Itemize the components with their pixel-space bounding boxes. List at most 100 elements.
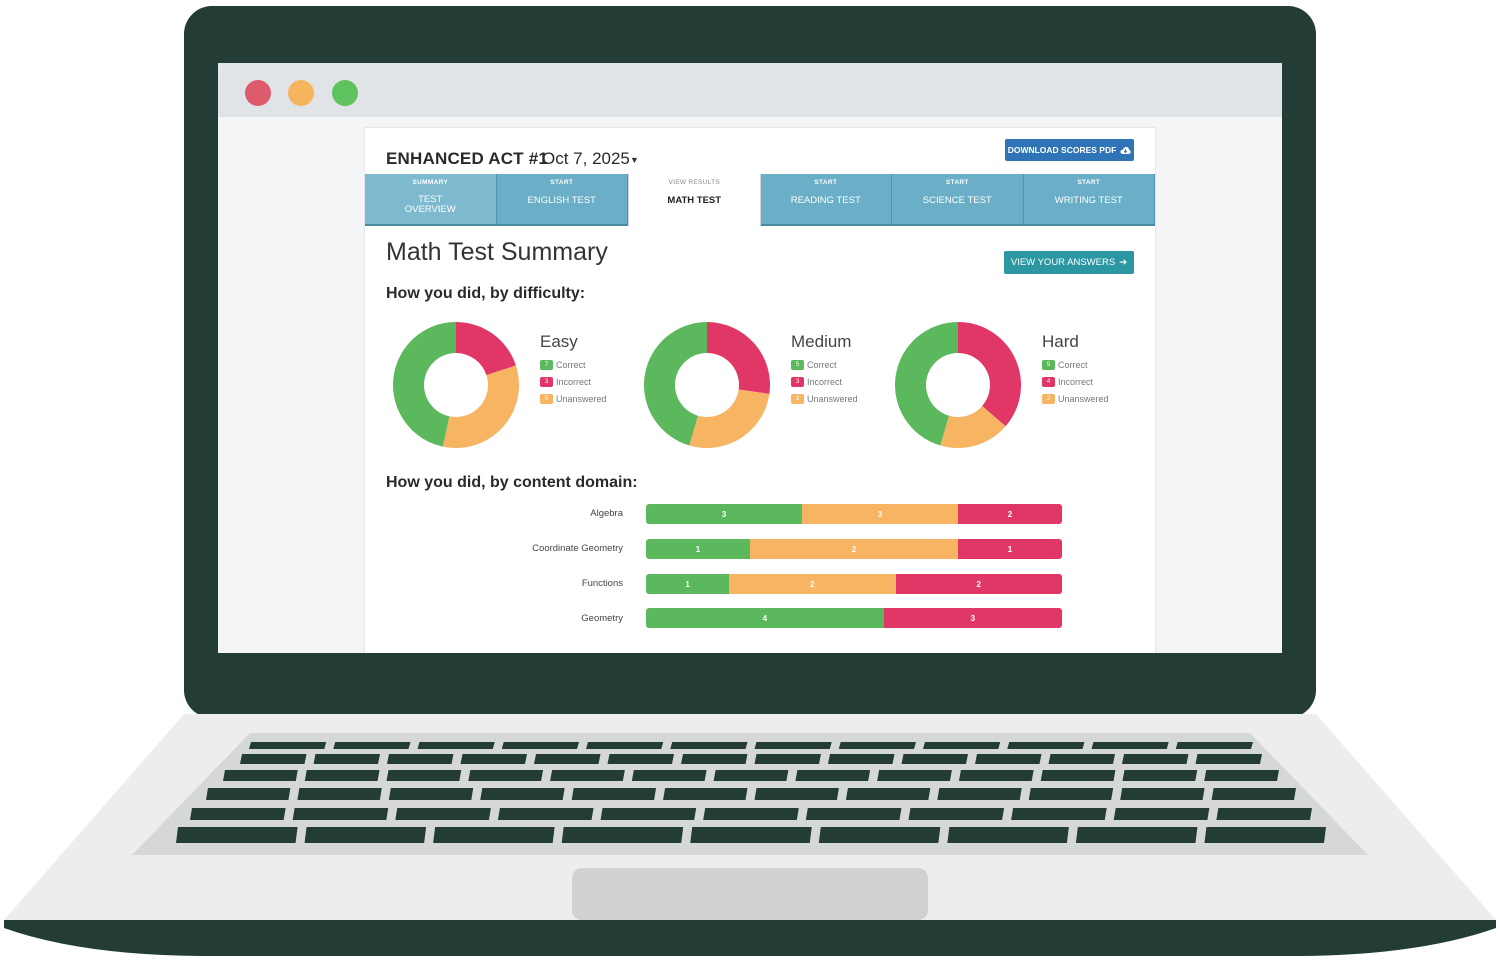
tab-status: START bbox=[814, 179, 838, 186]
donut-slice-correct bbox=[644, 322, 707, 446]
keyboard-key bbox=[1195, 754, 1262, 764]
keyboard-key bbox=[1091, 742, 1169, 749]
keyboard-key bbox=[333, 742, 411, 749]
keyboard-key bbox=[1216, 808, 1312, 820]
donut-slice-incorrect bbox=[456, 322, 516, 376]
domain-label-coordinate-geometry: Coordinate Geometry bbox=[532, 543, 623, 554]
donut-slice-incorrect bbox=[707, 322, 770, 394]
keyboard-key bbox=[1007, 742, 1085, 749]
tab-label: SCIENCE TEST bbox=[922, 195, 992, 206]
test-name: ENHANCED ACT #1 bbox=[386, 149, 549, 168]
tab-label: ENGLISH TEST bbox=[527, 195, 596, 206]
keyboard-key bbox=[600, 808, 697, 820]
keyboard-key bbox=[388, 788, 474, 800]
medium-donut-chart bbox=[644, 322, 770, 448]
keyboard-key bbox=[1122, 770, 1198, 781]
keyboard-key bbox=[240, 754, 307, 764]
legend-incorrect: 3 Incorrect bbox=[540, 376, 591, 388]
keyboard-key bbox=[631, 770, 707, 781]
download-scores-button[interactable]: DOWNLOAD SCORES PDF bbox=[1005, 139, 1134, 161]
donut-slice-unanswered bbox=[940, 405, 1006, 448]
tab-status: SUMMARY bbox=[412, 179, 448, 186]
bar-segment-unanswered: 3 bbox=[802, 504, 958, 524]
view-answers-button[interactable]: VIEW YOUR ANSWERS ➔ bbox=[1004, 251, 1134, 274]
keyboard-key bbox=[1048, 754, 1115, 764]
keyboard-key bbox=[958, 770, 1034, 781]
legend-correct: 7 Correct bbox=[540, 359, 586, 371]
keyboard-key bbox=[901, 754, 968, 764]
keyboard-key bbox=[386, 770, 462, 781]
donut-slice-correct bbox=[393, 322, 456, 447]
legend-correct: 5 Correct bbox=[791, 359, 837, 371]
keyboard-key bbox=[395, 808, 491, 820]
tab-reading-test[interactable]: START READING TEST bbox=[760, 174, 892, 226]
bar-segment-incorrect: 1 bbox=[958, 539, 1062, 559]
legend-count: 5 bbox=[791, 360, 804, 370]
test-tabs: SUMMARY TEST OVERVIEW START ENGLISH TEST … bbox=[365, 174, 1155, 226]
keyboard-key bbox=[206, 788, 291, 800]
keyboard-key bbox=[460, 754, 527, 764]
donut-slice-unanswered bbox=[689, 389, 770, 448]
donut-slice-correct bbox=[895, 322, 958, 446]
tab-science-test[interactable]: START SCIENCE TEST bbox=[892, 174, 1024, 226]
tab-writing-test[interactable]: START WRITING TEST bbox=[1023, 174, 1155, 226]
bar-segment-correct: 4 bbox=[646, 608, 884, 628]
keyboard-key bbox=[703, 808, 799, 820]
difficulty-heading: How you did, by difficulty: bbox=[386, 285, 586, 302]
keyboard-key bbox=[754, 742, 832, 749]
donut-title-hard: Hard bbox=[1042, 332, 1079, 351]
keyboard-key bbox=[754, 754, 821, 764]
legend-unanswered: 5 Unanswered bbox=[540, 393, 607, 405]
keyboard-key bbox=[1113, 808, 1210, 820]
keyboard-key bbox=[534, 754, 601, 764]
keyboard-key bbox=[292, 808, 389, 820]
donut-slice-unanswered bbox=[442, 365, 519, 448]
easy-donut-chart bbox=[393, 322, 519, 448]
keyboard-key bbox=[877, 770, 952, 781]
tab-test-overview[interactable]: SUMMARY TEST OVERVIEW bbox=[365, 174, 497, 226]
tab-label: MATH TEST bbox=[667, 195, 722, 206]
domain-label-algebra: Algebra bbox=[590, 508, 623, 519]
keyboard-key bbox=[1204, 827, 1326, 843]
keyboard-key bbox=[1204, 770, 1279, 781]
tab-label: TEST OVERVIEW bbox=[404, 194, 456, 215]
legend-count: 7 bbox=[540, 360, 553, 370]
tab-status: START bbox=[1077, 179, 1101, 186]
keyboard-key bbox=[845, 788, 931, 800]
keyboard-key bbox=[923, 742, 1001, 749]
tab-english-test[interactable]: START ENGLISH TEST bbox=[496, 174, 628, 226]
bar-segment-incorrect: 2 bbox=[895, 574, 1062, 594]
content-domain-heading: How you did, by content domain: bbox=[386, 474, 638, 491]
keyboard-key bbox=[190, 808, 286, 820]
maximize-window-dot[interactable] bbox=[332, 80, 358, 106]
results-card: ENHANCED ACT #1 Oct 7, 2025 ▼ DOWNLOAD S… bbox=[364, 127, 1156, 653]
browser-titlebar bbox=[218, 63, 1282, 117]
donut-title-medium: Medium bbox=[791, 332, 852, 351]
tab-math-test[interactable]: VIEW RESULTS MATH TEST bbox=[628, 174, 761, 226]
bar-segment-incorrect: 3 bbox=[883, 608, 1062, 628]
legend-count: 3 bbox=[791, 377, 804, 387]
keyboard-key bbox=[690, 827, 812, 843]
cloud-download-icon bbox=[1120, 146, 1131, 154]
hard-donut-chart bbox=[895, 322, 1021, 448]
keyboard-key bbox=[607, 754, 674, 764]
legend-unanswered: 2 Unanswered bbox=[1042, 393, 1109, 405]
close-window-dot[interactable] bbox=[245, 80, 271, 106]
chevron-down-icon[interactable]: ▼ bbox=[630, 155, 639, 165]
minimize-window-dot[interactable] bbox=[288, 80, 314, 106]
test-date-selector[interactable]: Oct 7, 2025 bbox=[542, 149, 630, 168]
keyboard-key bbox=[975, 754, 1042, 764]
arrow-right-icon: ➔ bbox=[1119, 257, 1128, 268]
legend-count: 2 bbox=[1042, 394, 1055, 404]
domain-label-geometry: Geometry bbox=[581, 613, 623, 624]
screen: ENHANCED ACT #1 Oct 7, 2025 ▼ DOWNLOAD S… bbox=[218, 63, 1282, 653]
keyboard-key bbox=[468, 770, 544, 781]
legend-incorrect: 4 Incorrect bbox=[1042, 376, 1093, 388]
tab-status: START bbox=[550, 179, 574, 186]
keyboard-key bbox=[1122, 754, 1189, 764]
tab-label: READING TEST bbox=[790, 195, 861, 206]
keyboard-keys bbox=[176, 742, 1326, 843]
browser-viewport: ENHANCED ACT #1 Oct 7, 2025 ▼ DOWNLOAD S… bbox=[218, 117, 1282, 653]
bar-segment-correct: 3 bbox=[646, 504, 802, 524]
